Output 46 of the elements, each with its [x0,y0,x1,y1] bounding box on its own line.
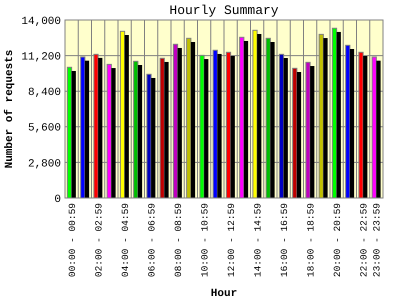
y-axis-title: Number of requests [3,50,16,168]
bar [217,54,222,198]
x-tick-label: 06:00 - 06:59 [146,202,158,278]
x-tick-label: 22:00 - 22:59 [358,202,370,278]
x-tick-label: 23:00 - 23:59 [372,202,383,278]
y-tick-label: 0 [54,194,61,206]
x-tick-label: 10:00 - 10:59 [199,202,210,278]
bar [84,60,90,198]
bar [98,58,102,198]
chart-title: Hourly Summary [169,3,279,18]
bar [244,40,248,198]
bar [270,42,275,198]
bar [336,32,341,198]
x-tick-label: 04:00 - 04:59 [120,202,131,278]
bar [323,38,328,198]
x-tick-label: 16:00 - 16:59 [278,202,290,278]
y-tick-label: 5,600 [28,122,61,135]
x-tick-label: 14:00 - 14:59 [252,202,264,278]
bar [363,56,368,198]
bar [190,42,196,198]
x-tick-label: 02:00 - 02:59 [93,202,104,278]
bar [138,65,142,198]
bar [257,34,262,198]
bar [350,48,354,198]
bar [310,66,314,198]
x-tick-label: 08:00 - 08:59 [172,202,184,278]
y-tick-label: 2,800 [28,158,61,170]
y-tick-label: 11,200 [21,51,61,64]
x-tick-label: 12:00 - 12:59 [226,202,237,278]
bar [111,68,116,198]
x-axis-title: Hour [210,288,238,300]
bar [151,78,156,198]
bar [376,60,381,198]
bar [204,59,208,198]
x-tick-label: 18:00 - 18:59 [305,202,316,278]
bar [296,72,302,198]
bar [72,70,76,198]
bar [164,62,169,198]
y-tick-label: 8,400 [28,87,61,100]
bar [178,48,182,198]
bar [284,58,288,198]
bar [230,56,235,198]
x-tick-label: 20:00 - 20:59 [332,202,343,278]
x-tick-label: 00:00 - 00:59 [66,202,78,278]
bar [124,35,129,198]
y-tick-label: 14,000 [21,16,61,28]
